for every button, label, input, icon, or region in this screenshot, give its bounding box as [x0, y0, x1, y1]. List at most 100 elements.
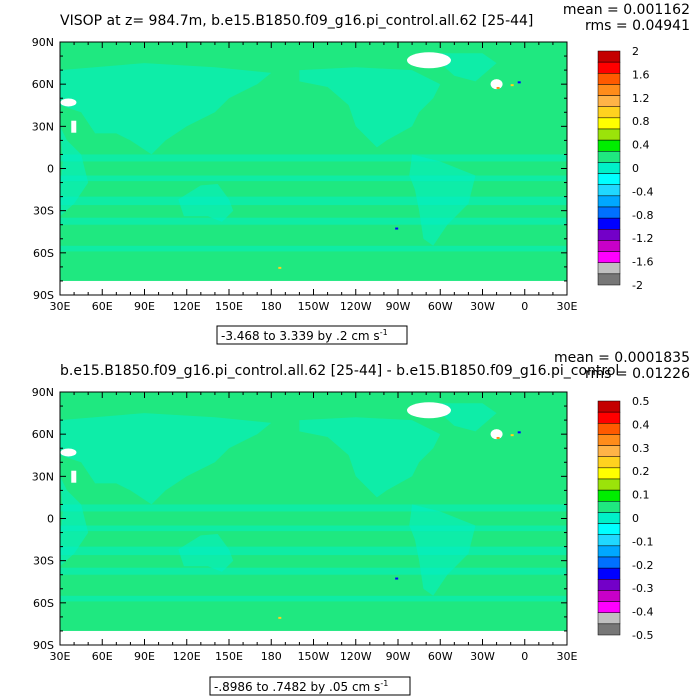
landmass-shade: [299, 417, 441, 498]
y-tick-label: 90S: [33, 289, 54, 302]
colorbar-label: 0: [632, 512, 639, 525]
colorbar-label: -0.5: [632, 629, 653, 642]
colorbar-label: -0.8: [632, 209, 653, 222]
ocean-band: [60, 245, 567, 252]
y-tick-label: 90N: [32, 386, 54, 399]
y-tick-label: 0: [47, 513, 54, 526]
panel-top-title: VISOP at z= 984.7m, b.e15.B1850.f09_g16.…: [60, 13, 533, 29]
hotspot: [496, 436, 500, 439]
landmass-shade: [440, 403, 497, 432]
landmass-shade: [60, 63, 272, 155]
ocean-band: [60, 154, 567, 162]
x-tick-label: 60E: [92, 300, 113, 313]
colorbar-swatch: [597, 478, 621, 491]
colorbar-swatch: [597, 173, 621, 185]
missing-baltic: [490, 79, 503, 90]
x-tick-label: 180: [261, 650, 282, 663]
x-tick-label: 180: [261, 300, 282, 313]
colorbar-swatch: [597, 262, 621, 275]
y-tick-label: 90S: [33, 639, 54, 652]
colorbar-swatch: [597, 273, 621, 286]
colorbar-swatch: [597, 590, 621, 602]
y-tick-label: 90N: [32, 36, 54, 49]
colorbar-label: -1.6: [632, 256, 653, 269]
panel-top: VISOP at z= 984.7m, b.e15.B1850.f09_g16.…: [32, 2, 690, 345]
colorbar-swatch: [597, 567, 621, 580]
x-tick-label: 120E: [173, 650, 201, 663]
missing-red-sea: [71, 470, 77, 483]
colorbar-swatch: [597, 50, 621, 63]
hotspot: [278, 266, 282, 269]
y-tick-label: 0: [47, 163, 54, 176]
ocean-band: [60, 595, 567, 602]
colorbar-label: 2: [632, 45, 639, 58]
colorbar-swatch: [597, 489, 621, 502]
y-tick-label: 30N: [32, 470, 54, 483]
panel-bottom-plot: 30E 60E 90E 120E 150E 180 150W 120W 90W 60W 30W 0 30…: [32, 386, 654, 663]
colorbar-swatch: [597, 423, 621, 435]
panel-top-range: -3.468 to 3.339 by .2 cm s-1: [221, 328, 388, 343]
missing-greenland: [406, 402, 451, 419]
colorbar-swatch: [597, 73, 621, 85]
x-tick-label: 90E: [134, 650, 155, 663]
field-layer: [60, 392, 567, 645]
colorbar-label: -2: [632, 279, 643, 292]
missing-baltic: [490, 429, 503, 440]
x-tick-label: 150E: [215, 650, 243, 663]
colorbar-swatch: [597, 623, 621, 636]
colorbar-swatch: [597, 106, 621, 119]
x-tick-label: 30W: [470, 300, 495, 313]
landmass-shade: [299, 67, 441, 148]
colorbar-swatch: [597, 523, 621, 535]
colorbar-label: -0.4: [632, 185, 653, 198]
colorbar-swatch: [597, 128, 621, 141]
y-tick-label: 30S: [33, 555, 54, 568]
colorbar-swatch: [597, 139, 621, 152]
colorbar-swatch: [597, 184, 621, 197]
colorbar-label: 0.8: [632, 115, 650, 128]
colorbar-swatch: [597, 400, 621, 413]
panel-top-rms: rms = 0.04941: [585, 18, 690, 34]
colorbar-swatch: [597, 467, 621, 480]
panel-bottom-title: b.e15.B1850.f09_g16.pi_control.all.62 [2…: [60, 363, 619, 379]
colorbar-swatch: [597, 195, 621, 208]
colorbar-label: 0.2: [632, 465, 650, 478]
colorbar-label: -0.4: [632, 606, 653, 619]
ocean-band: [60, 567, 567, 575]
panel-top-plot: 30E 60E 90E 120E 150E 180 150W 120W 90W 60W 30W 0 30…: [32, 36, 654, 313]
x-tick-label: 90W: [386, 650, 411, 663]
landmass-shade: [60, 413, 272, 505]
hotspot: [510, 434, 514, 437]
x-tick-label: 30W: [470, 650, 495, 663]
hotspot: [395, 227, 399, 230]
colorbar-label: 0.1: [632, 489, 650, 502]
x-tick-label: 60E: [92, 650, 113, 663]
y-tick-label: 30N: [32, 120, 54, 133]
colorbar-label: 0.3: [632, 442, 650, 455]
panel-bottom-range-box: [209, 676, 411, 696]
colorbar-swatch: [597, 251, 621, 263]
ocean-band: [60, 196, 567, 206]
colorbar-swatch: [597, 612, 621, 625]
missing-greenland: [406, 52, 451, 69]
y-tick-label: 60S: [33, 247, 54, 260]
colorbar-swatch: [597, 512, 621, 524]
panel-bottom-mean: mean = 0.0001835: [554, 350, 690, 366]
ocean-band: [60, 546, 567, 556]
x-tick-label: 30E: [557, 300, 578, 313]
colorbar-swatch: [597, 501, 621, 513]
colorbar-swatch: [597, 206, 621, 219]
colorbar-swatch: [597, 117, 621, 130]
x-tick-label: 90E: [134, 300, 155, 313]
colorbar: 2 1.6 1.2 0.8 0.4 0 -0.4 -0.8 -1.2 -1.6 -2: [597, 45, 653, 292]
x-tick-label: 30E: [50, 300, 71, 313]
colorbar-swatch: [597, 162, 621, 174]
colorbar-swatch: [597, 601, 621, 613]
ocean-band: [60, 504, 567, 512]
x-tick-label: 120W: [340, 300, 372, 313]
colorbar-swatch: [597, 411, 621, 424]
colorbar-swatch: [597, 95, 621, 107]
landmass-shade: [60, 476, 89, 567]
x-tick-label: 150W: [298, 650, 330, 663]
